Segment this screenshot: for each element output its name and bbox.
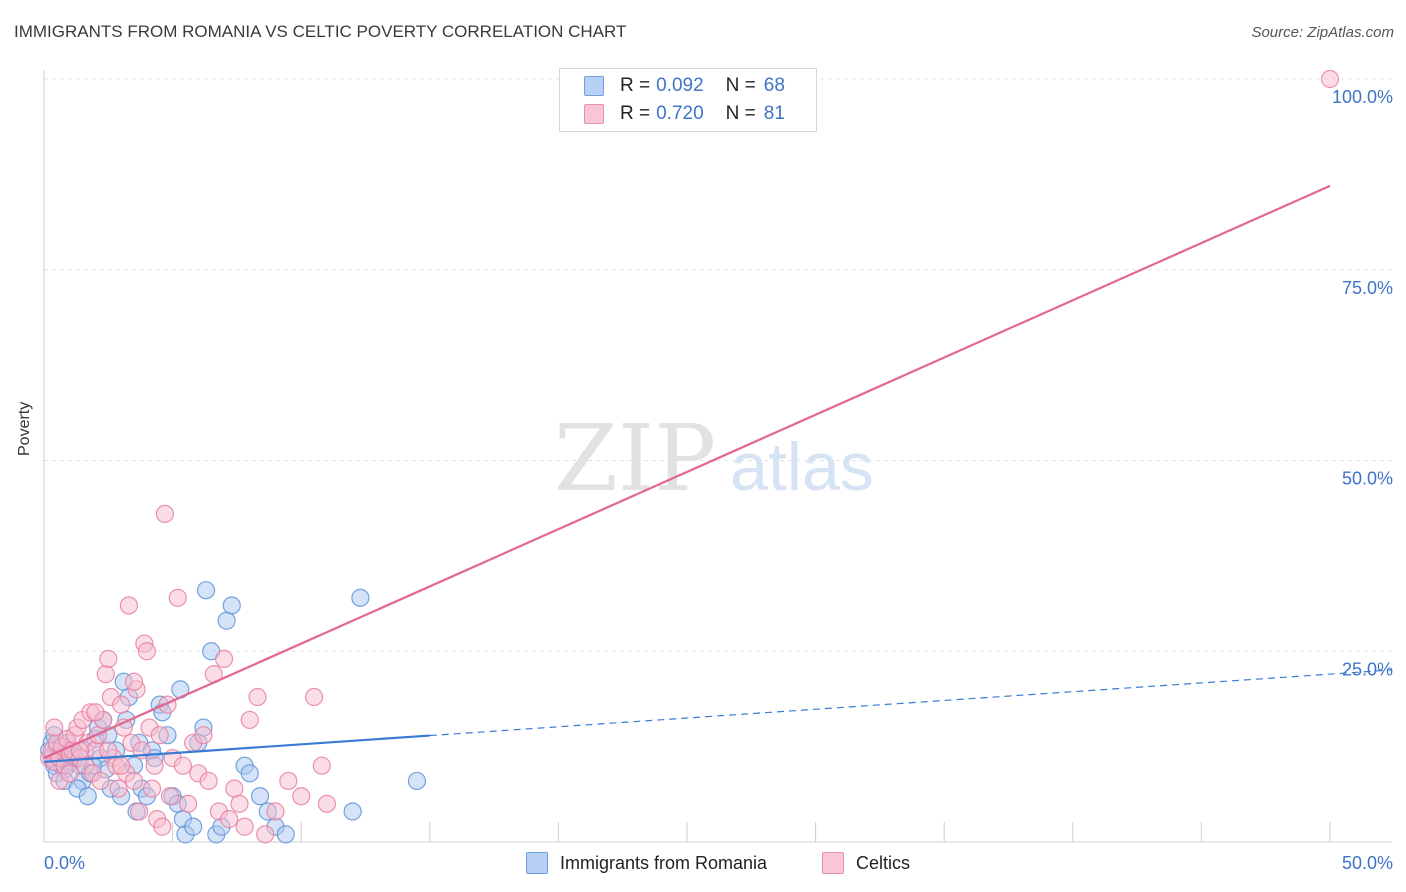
celtics-point bbox=[124, 672, 144, 691]
grid bbox=[44, 78, 1392, 652]
r-label: R = bbox=[620, 75, 651, 96]
n-label: N = bbox=[725, 75, 756, 96]
romania-point bbox=[351, 588, 370, 607]
celtics-point bbox=[119, 596, 138, 615]
celtics-legend-swatch bbox=[822, 852, 844, 874]
data-points bbox=[40, 69, 1340, 844]
celtics-point bbox=[266, 802, 285, 821]
celtics-point bbox=[279, 771, 298, 791]
x-tick-label-min: 0.0% bbox=[44, 853, 85, 873]
romania-point bbox=[196, 581, 216, 600]
celtics-point bbox=[142, 779, 162, 798]
y-tick-label: 25.0% bbox=[1342, 659, 1393, 679]
source-label: Source: ZipAtlas.com bbox=[1251, 24, 1394, 41]
celtics-point bbox=[86, 703, 105, 722]
celtics-point bbox=[60, 764, 79, 783]
romania-legend-label: Immigrants from Romania bbox=[560, 852, 768, 873]
romania-point bbox=[407, 771, 427, 791]
watermark: ZIP atlas bbox=[554, 405, 874, 512]
celtics-point bbox=[99, 649, 118, 668]
celtics-point bbox=[194, 726, 213, 745]
celtics-point bbox=[240, 710, 259, 730]
celtics-point bbox=[45, 718, 64, 737]
celtics-point bbox=[99, 741, 118, 760]
celtics-point bbox=[112, 695, 131, 714]
trend-lines bbox=[43, 184, 1393, 763]
celtics-point bbox=[292, 787, 311, 806]
tick-labels: 25.0% 50.0% 75.0% 100.0% 0.0% 50.0% bbox=[44, 87, 1393, 873]
romania-swatch bbox=[584, 76, 604, 96]
celtics-point bbox=[312, 756, 331, 775]
celtics-point bbox=[130, 802, 149, 821]
y-tick-label: 50.0% bbox=[1342, 469, 1393, 489]
r-value-celtics: 0.720 bbox=[656, 103, 704, 124]
legend-row-celtics: R = 0.720 N = 81 bbox=[584, 101, 785, 127]
celtics-point bbox=[155, 504, 174, 524]
y-tick-label: 100.0% bbox=[1332, 87, 1393, 107]
celtics-point bbox=[124, 771, 144, 791]
romania-trend-line-extension bbox=[429, 669, 1393, 737]
celtics-point bbox=[317, 794, 337, 813]
celtics-trend-line bbox=[43, 184, 1331, 760]
celtics-point bbox=[256, 825, 275, 844]
romania-point bbox=[240, 764, 259, 783]
n-label: N = bbox=[725, 103, 756, 124]
y-tick-label: 75.0% bbox=[1342, 278, 1393, 298]
celtics-point bbox=[1320, 69, 1340, 89]
celtics-point bbox=[199, 771, 218, 791]
celtics-point bbox=[109, 779, 128, 798]
x-tick-label-max: 50.0% bbox=[1342, 853, 1393, 873]
celtics-point bbox=[248, 687, 267, 707]
celtics-point bbox=[145, 756, 164, 775]
celtics-point bbox=[225, 779, 244, 798]
romania-point bbox=[78, 787, 97, 806]
celtics-point bbox=[160, 787, 180, 806]
romania-point bbox=[222, 596, 241, 615]
celtics-point bbox=[91, 771, 110, 791]
romania-point bbox=[217, 611, 236, 630]
romania-point bbox=[250, 787, 270, 806]
romania-point bbox=[184, 817, 203, 836]
celtics-point bbox=[168, 588, 187, 607]
celtics-point bbox=[150, 726, 169, 745]
legend-item-romania[interactable]: Immigrants from Romania bbox=[526, 852, 767, 874]
celtics-swatch bbox=[584, 104, 604, 124]
watermark-atlas: atlas bbox=[730, 429, 874, 505]
legend-row-romania: R = 0.092 N = 68 bbox=[584, 73, 785, 99]
romania-trend-line bbox=[43, 734, 430, 763]
r-value-romania: 0.092 bbox=[656, 75, 704, 96]
celtics-point bbox=[153, 817, 172, 836]
legend-item-celtics[interactable]: Celtics bbox=[822, 852, 910, 874]
r-label: R = bbox=[620, 103, 651, 124]
correlation-legend: R = 0.092 N = 68 R = 0.720 N = 81 bbox=[559, 68, 817, 132]
celtics-point bbox=[230, 794, 249, 813]
celtics-point bbox=[173, 756, 192, 775]
celtics-point bbox=[137, 642, 156, 661]
romania-legend-swatch bbox=[526, 852, 548, 874]
celtics-point bbox=[96, 665, 115, 684]
celtics-legend-label: Celtics bbox=[856, 852, 911, 873]
celtics-point bbox=[178, 794, 198, 813]
romania-point bbox=[276, 825, 295, 844]
n-value-celtics: 81 bbox=[763, 103, 785, 124]
celtics-point bbox=[112, 756, 131, 775]
celtics-point bbox=[214, 649, 234, 668]
romania-point bbox=[343, 802, 362, 821]
celtics-point bbox=[304, 687, 324, 707]
celtics-point bbox=[235, 817, 254, 836]
chart-title: IMMIGRANTS FROM ROMANIA VS CELTIC POVERT… bbox=[14, 22, 627, 41]
n-value-romania: 68 bbox=[763, 75, 785, 96]
celtics-point bbox=[220, 810, 239, 829]
